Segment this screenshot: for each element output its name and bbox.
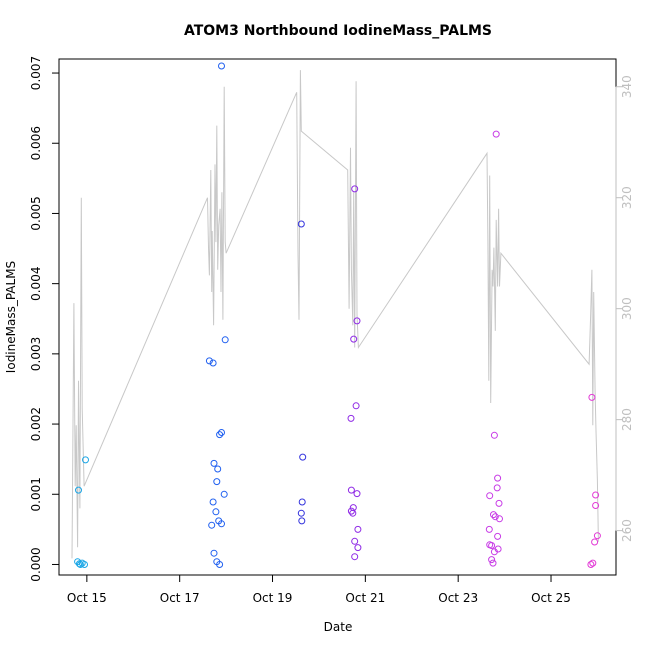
x-axis: Oct 15 Oct 17 Oct 19 Oct 21 Oct 23 Oct 25 bbox=[67, 574, 571, 605]
data-point bbox=[489, 559, 497, 567]
data-point bbox=[592, 502, 600, 509]
data-point bbox=[220, 490, 228, 498]
data-point bbox=[209, 359, 217, 367]
data-point bbox=[589, 559, 597, 567]
data-point bbox=[494, 545, 502, 553]
data-point bbox=[212, 508, 220, 516]
data-point bbox=[221, 336, 229, 344]
x-tick-label: Oct 23 bbox=[438, 591, 478, 605]
data-point bbox=[588, 393, 596, 401]
x-axis-label: Date bbox=[324, 620, 353, 634]
data-point bbox=[209, 498, 217, 506]
data-point bbox=[490, 511, 497, 519]
data-point bbox=[493, 484, 501, 492]
data-point bbox=[351, 185, 359, 193]
data-point bbox=[216, 431, 224, 439]
y-axis-left: 0.000 0.001 0.002 0.003 0.004 0.005 0.006 0.007 bbox=[29, 56, 60, 582]
data-point bbox=[349, 509, 357, 517]
data-point bbox=[349, 504, 357, 512]
chart-title: ATOM3 Northbound IodineMass_PALMS bbox=[184, 23, 492, 39]
data-point bbox=[298, 498, 306, 506]
data-point bbox=[485, 525, 493, 533]
y-right-tick-label: 280 bbox=[620, 408, 634, 431]
temperature-line-layer bbox=[71, 70, 599, 559]
data-point bbox=[75, 486, 82, 494]
data-point bbox=[354, 544, 362, 552]
y-right-tick-label: 260 bbox=[620, 519, 634, 542]
data-point bbox=[210, 459, 218, 467]
data-point bbox=[351, 553, 359, 561]
data-point bbox=[210, 549, 218, 557]
data-point bbox=[494, 474, 502, 482]
data-point bbox=[297, 220, 305, 228]
y-right-tick-label: 300 bbox=[620, 297, 634, 320]
y-left-tick-label: 0.005 bbox=[29, 196, 43, 230]
y-left-tick-label: 0.004 bbox=[29, 267, 43, 301]
x-tick-label: Oct 19 bbox=[253, 591, 293, 605]
data-point bbox=[491, 513, 499, 521]
data-point bbox=[218, 62, 225, 70]
temperature-series-line bbox=[71, 70, 599, 559]
y-left-tick-label: 0.001 bbox=[29, 477, 43, 511]
data-point bbox=[75, 560, 83, 568]
x-tick-label: Oct 25 bbox=[531, 591, 571, 605]
plot-frame bbox=[58, 58, 617, 576]
data-point bbox=[347, 486, 355, 494]
data-point bbox=[208, 521, 216, 529]
data-point bbox=[354, 525, 362, 533]
y-left-tick-label: 0.003 bbox=[29, 337, 43, 371]
data-point bbox=[347, 414, 355, 422]
y-left-tick-label: 0.007 bbox=[29, 56, 43, 90]
data-point bbox=[218, 520, 225, 528]
data-point bbox=[486, 492, 494, 500]
data-point bbox=[495, 499, 503, 507]
data-point bbox=[490, 431, 498, 439]
y-left-tick-label: 0.002 bbox=[29, 407, 43, 441]
data-point bbox=[82, 456, 89, 464]
x-tick-label: Oct 15 bbox=[67, 591, 107, 605]
x-tick-label: Oct 17 bbox=[160, 591, 200, 605]
data-point bbox=[592, 491, 600, 499]
y-axis-right: 260 280 300 320 340 bbox=[615, 75, 634, 542]
data-point bbox=[216, 561, 224, 568]
data-points-layer bbox=[74, 62, 601, 568]
data-point bbox=[350, 335, 358, 343]
data-point bbox=[218, 429, 225, 436]
data-point bbox=[351, 537, 359, 545]
data-point bbox=[488, 542, 496, 549]
data-point bbox=[494, 532, 502, 540]
data-point bbox=[81, 561, 88, 568]
y-right-tick-label: 340 bbox=[620, 75, 634, 98]
data-point bbox=[492, 130, 500, 138]
data-point bbox=[214, 465, 222, 473]
data-point bbox=[297, 509, 305, 517]
data-point bbox=[591, 538, 599, 546]
data-point bbox=[488, 556, 496, 564]
data-point bbox=[298, 517, 306, 525]
y-right-tick-label: 320 bbox=[620, 186, 634, 209]
data-point bbox=[76, 561, 84, 568]
y-left-tick-label: 0.000 bbox=[29, 547, 43, 581]
data-point bbox=[353, 490, 361, 498]
x-tick-label: Oct 21 bbox=[345, 591, 385, 605]
data-point bbox=[205, 357, 213, 365]
data-point bbox=[352, 402, 360, 410]
data-point bbox=[593, 532, 601, 540]
y-left-tick-label: 0.006 bbox=[29, 126, 43, 160]
data-point bbox=[299, 453, 307, 461]
data-point bbox=[496, 515, 503, 523]
data-point bbox=[587, 561, 595, 568]
y-axis-label: IodineMass_PALMS bbox=[4, 261, 18, 373]
data-point bbox=[353, 317, 361, 325]
data-point bbox=[213, 478, 221, 486]
